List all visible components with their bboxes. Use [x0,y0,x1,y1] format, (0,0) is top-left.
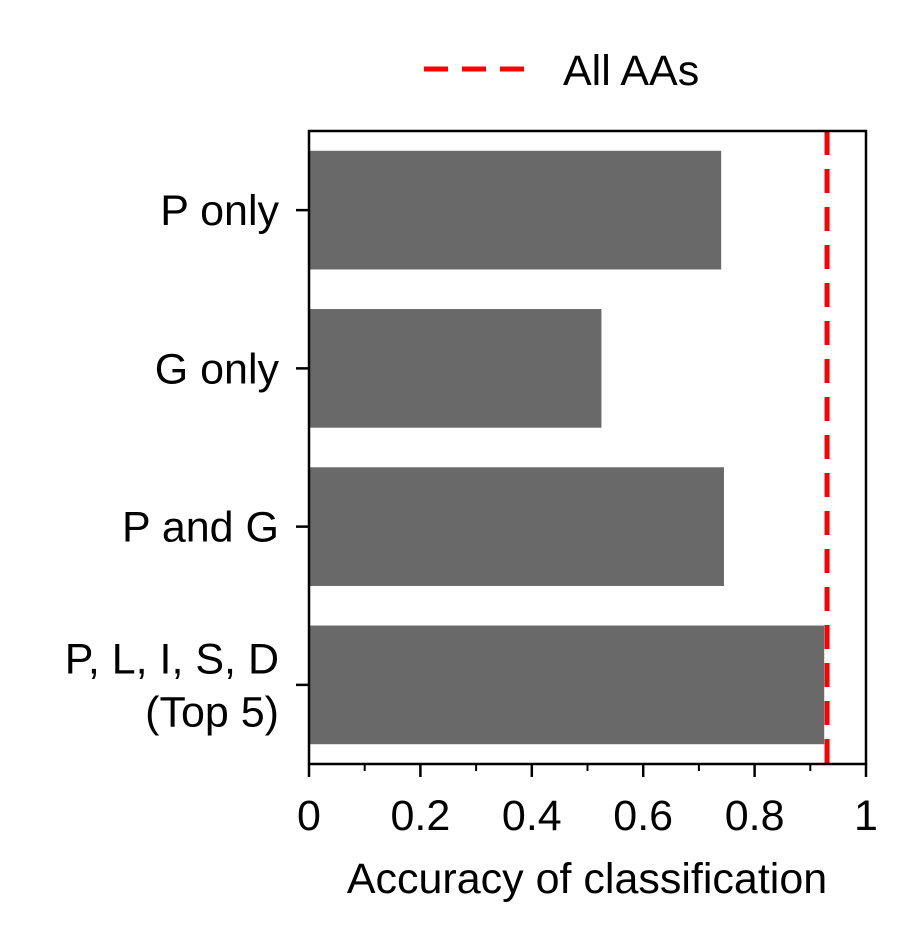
y-tick-label: P and G [122,504,279,552]
bar [309,467,724,586]
x-axis-label: Accuracy of classification [347,855,827,903]
bar [309,309,602,428]
y-tick-label: G only [155,345,280,393]
x-tick-label: 0.6 [613,792,673,840]
bars-group [309,150,825,745]
legend: All AAs [424,47,699,95]
x-tick-label: 0.8 [725,792,785,840]
x-tick-label: 0 [297,792,321,840]
bar [309,625,825,745]
x-tick-label: 0.4 [502,792,562,840]
y-tick-label: P, L, I, S, D (Top 5) [65,635,279,736]
y-axis: P only G only P and G P, L, I, S, D (Top 5) [65,187,309,736]
x-tick-label: 1 [854,792,878,840]
x-axis: 0 0.2 0.4 0.6 0.8 1 [297,764,878,840]
bar [309,150,722,270]
legend-label: All AAs [563,47,699,95]
y-tick-label: P only [160,187,279,235]
x-tick-label: 0.2 [391,792,451,840]
